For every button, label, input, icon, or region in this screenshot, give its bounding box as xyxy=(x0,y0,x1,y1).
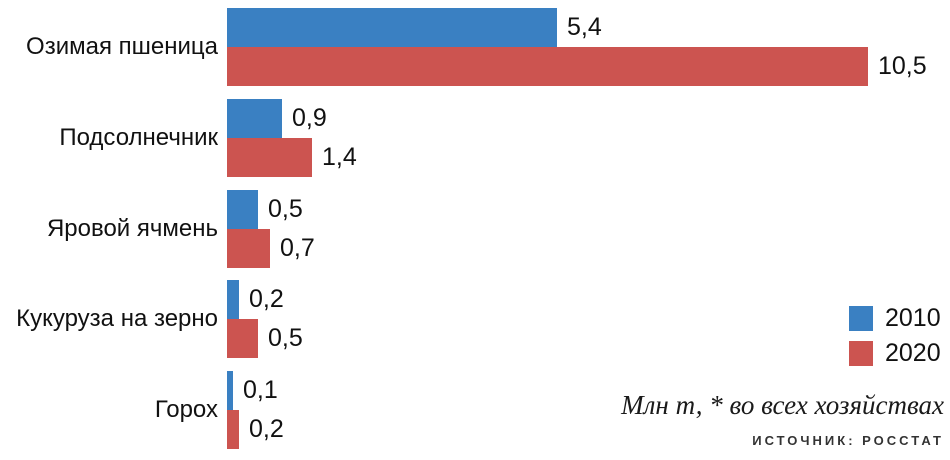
legend-label-2020: 2020 xyxy=(885,339,941,367)
legend-swatch-2010 xyxy=(849,306,873,331)
bar-value-2010: 0,9 xyxy=(292,104,327,132)
bar-2010 xyxy=(227,8,557,47)
bar-2020 xyxy=(227,319,258,358)
chart-row: Горох 0,1 0,2 xyxy=(0,371,950,449)
bar-2010 xyxy=(227,190,258,229)
bar-value-2020: 0,5 xyxy=(268,324,303,352)
bar-2020 xyxy=(227,47,868,86)
bar-2010 xyxy=(227,280,239,319)
bar-value-2020: 1,4 xyxy=(322,143,357,171)
legend-label-2010: 2010 xyxy=(885,304,941,332)
bar-value-2010: 0,1 xyxy=(243,376,278,404)
category-label: Озимая пшеница xyxy=(26,33,218,60)
legend-item-2010: 2010 xyxy=(849,306,941,331)
category-label: Подсолнечник xyxy=(59,124,218,151)
legend-swatch-2020 xyxy=(849,341,873,366)
chart-row: Кукуруза на зерно 0,2 0,5 xyxy=(0,280,950,358)
unit-note: Млн т, * во всех хозяйствах xyxy=(621,390,944,420)
bar-2020 xyxy=(227,138,312,177)
bar-value-2010: 5,4 xyxy=(567,13,602,41)
chart-row: Яровой ячмень 0,5 0,7 xyxy=(0,190,950,268)
bar-value-2020: 10,5 xyxy=(878,52,927,80)
legend-item-2020: 2020 xyxy=(849,341,941,366)
bar-2020 xyxy=(227,229,270,268)
bar-2010 xyxy=(227,99,282,138)
category-label: Горох xyxy=(154,396,218,423)
bar-2020 xyxy=(227,410,239,449)
chart-row: Озимая пшеница 5,4 10,5 xyxy=(0,8,950,86)
chart-row: Подсолнечник 0,9 1,4 xyxy=(0,99,950,177)
category-label: Яровой ячмень xyxy=(46,215,218,242)
bar-value-2010: 0,5 xyxy=(268,195,303,223)
bar-value-2020: 0,7 xyxy=(280,234,315,262)
bar-value-2010: 0,2 xyxy=(249,285,284,313)
bar-value-2020: 0,2 xyxy=(249,415,284,443)
source-credit: ИСТОЧНИК: РОССТАТ xyxy=(752,433,944,448)
category-label: Кукуруза на зерно xyxy=(16,305,218,332)
legend: 2010 2020 xyxy=(849,306,941,376)
bar-2010 xyxy=(227,371,233,410)
